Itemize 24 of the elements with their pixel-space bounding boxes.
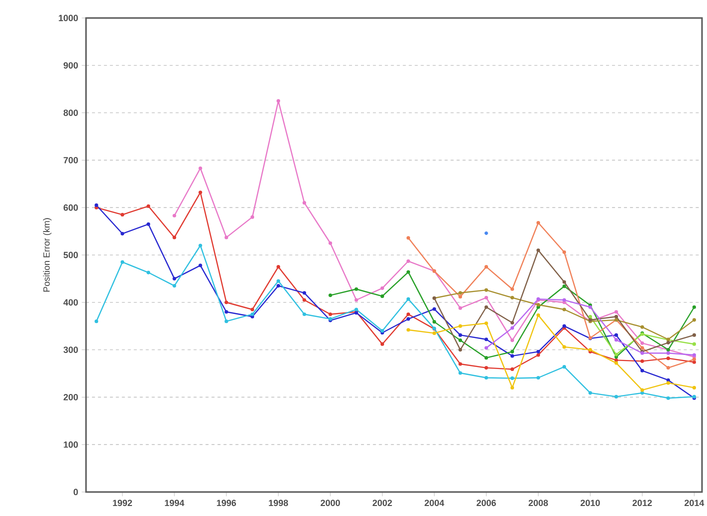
y-tick-label: 700 xyxy=(64,157,78,164)
y-tick-label: 300 xyxy=(63,346,78,353)
y-tick-label: 500 xyxy=(64,252,78,258)
x-tick-label: 2012 xyxy=(632,500,652,506)
x-tick-label: 1992 xyxy=(112,500,132,506)
x-tick-label: 2004 xyxy=(424,500,444,506)
y-axis-title: Position Error (km) xyxy=(43,218,52,292)
x-tick-label: 2008 xyxy=(528,500,548,506)
y-tick-label: 900 xyxy=(64,62,78,69)
y-tick-label: 100 xyxy=(64,441,78,448)
y-tick-label: 200 xyxy=(64,394,78,400)
y-tick-label: 1000 xyxy=(58,14,78,22)
x-tick-label: 2014 xyxy=(684,500,704,506)
y-tick-label: 800 xyxy=(64,110,78,116)
x-tick-label: 1994 xyxy=(164,500,184,506)
x-tick-label: 1996 xyxy=(216,500,236,506)
y-tick-label: 0 xyxy=(74,488,78,496)
x-tick-label: 2006 xyxy=(476,500,496,506)
y-tick-label: 400 xyxy=(63,299,78,306)
x-tick-label: 1998 xyxy=(268,500,288,506)
x-tick-label: 2002 xyxy=(372,500,392,506)
x-tick-label: 2000 xyxy=(320,500,340,506)
x-tick-label: 2010 xyxy=(580,500,600,506)
y-tick-label: 600 xyxy=(64,204,78,211)
